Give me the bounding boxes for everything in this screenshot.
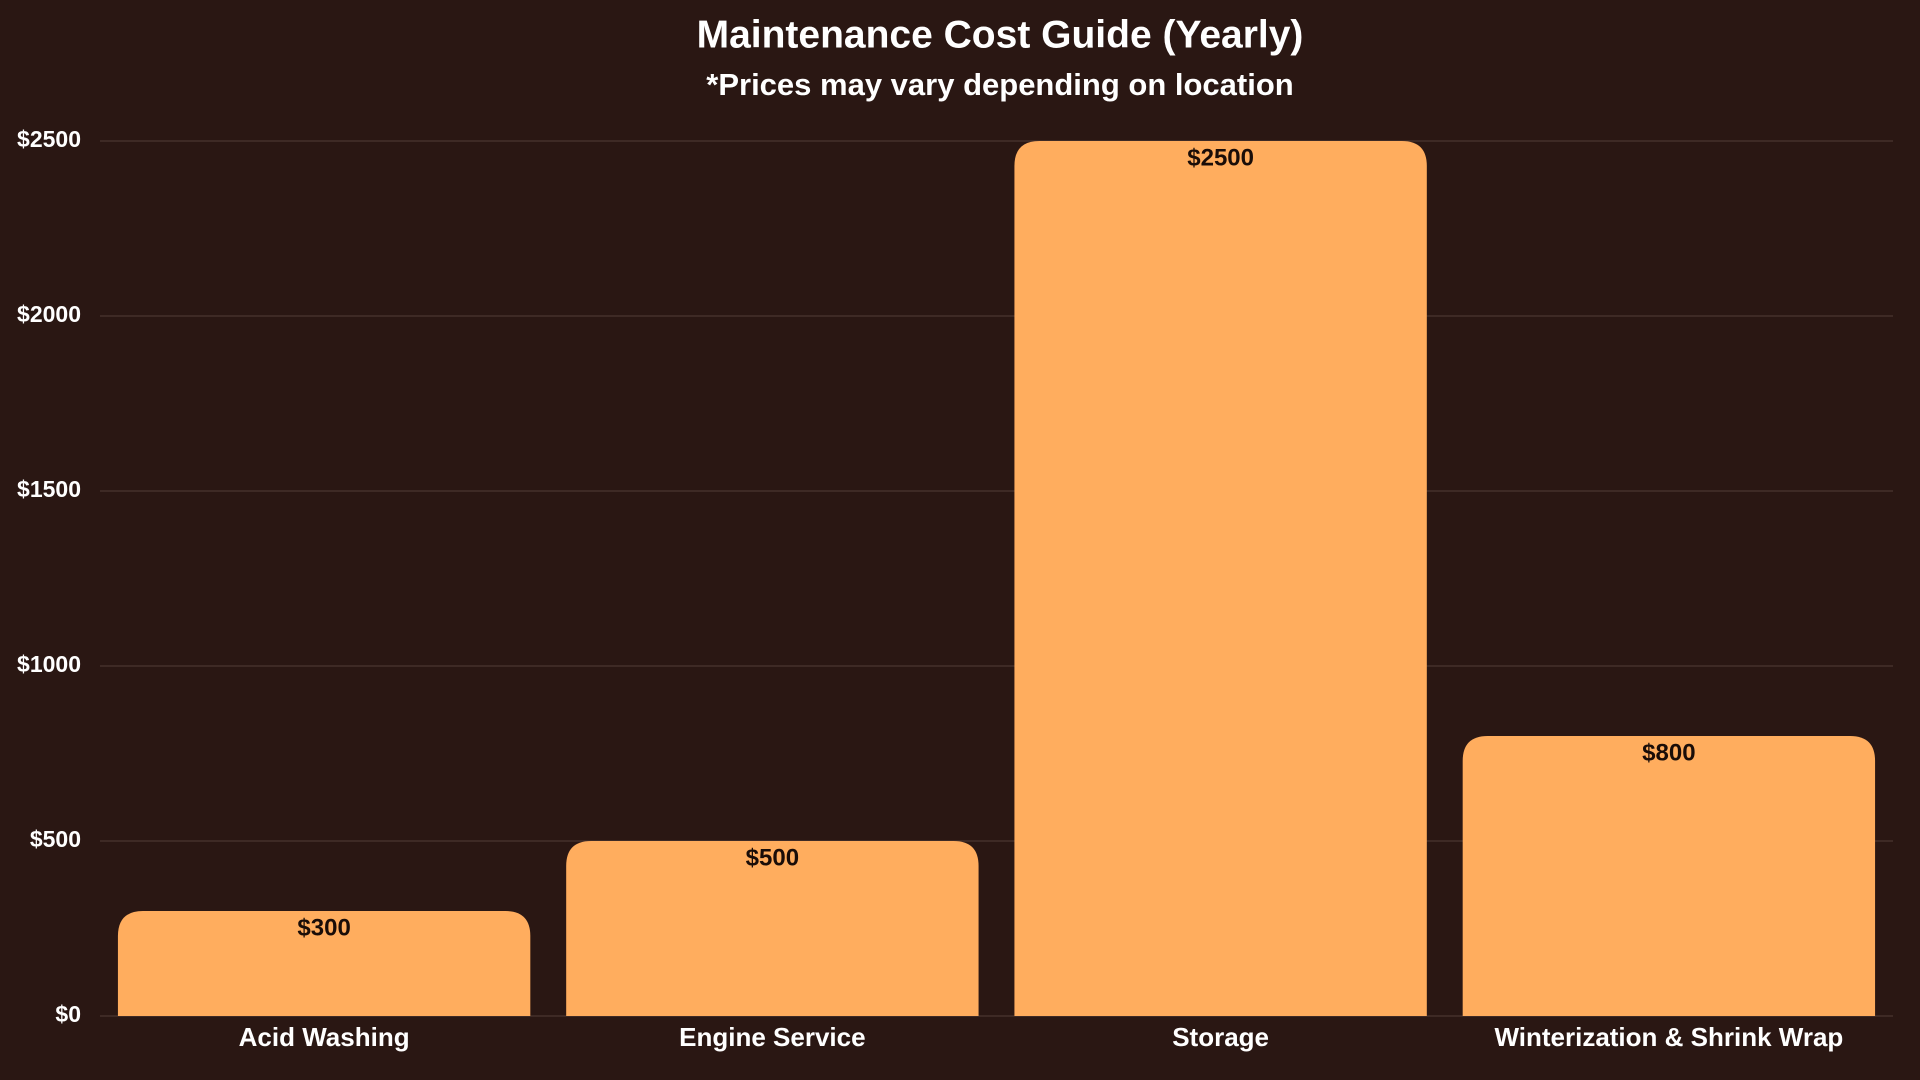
value-label: $500	[746, 844, 799, 871]
value-label: $300	[297, 914, 350, 941]
value-label: $800	[1642, 739, 1695, 766]
x-tick-label: Storage	[1172, 1022, 1269, 1052]
bar	[1462, 736, 1876, 1016]
y-tick-label: $500	[30, 826, 81, 852]
y-tick-label: $1500	[17, 476, 81, 502]
x-tick-label: Winterization & Shrink Wrap	[1494, 1022, 1843, 1052]
y-tick-label: $1000	[17, 651, 81, 677]
y-tick-label: $0	[55, 1001, 81, 1027]
bar	[1014, 141, 1427, 1016]
chart-title: Maintenance Cost Guide (Yearly)	[697, 13, 1304, 56]
bar	[566, 841, 979, 1016]
y-tick-label: $2000	[17, 301, 81, 327]
value-label: $2500	[1187, 144, 1254, 171]
chart-subtitle: *Prices may vary depending on location	[706, 67, 1293, 102]
bar	[117, 911, 531, 1016]
x-tick-label: Acid Washing	[239, 1022, 410, 1052]
y-tick-label: $2500	[17, 126, 81, 152]
x-tick-label: Engine Service	[679, 1022, 865, 1052]
